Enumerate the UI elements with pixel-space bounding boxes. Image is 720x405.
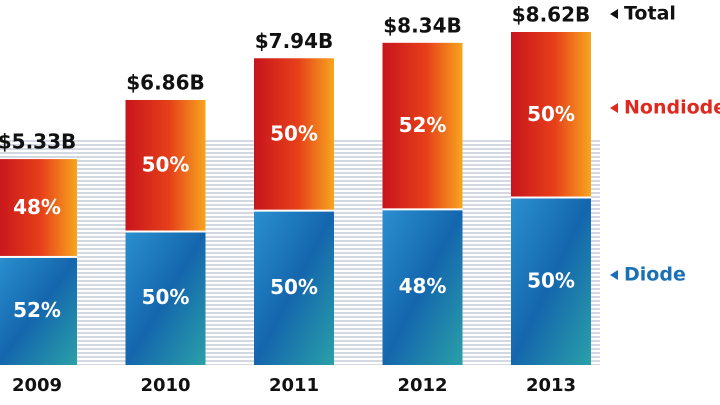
x-tick-label: 2012	[397, 375, 447, 396]
segment-label: 50%	[270, 121, 318, 145]
segment-label: 48%	[13, 195, 61, 219]
bar-segment	[382, 42, 463, 209]
total-label: $8.34B	[383, 13, 462, 37]
bar-segment	[254, 211, 334, 365]
bar-segment	[0, 159, 77, 256]
bar-segment	[511, 32, 591, 197]
legend-label: Total	[624, 3, 676, 25]
segment-label: 50%	[270, 275, 318, 299]
bar-segment	[511, 198, 591, 365]
segment-label: 50%	[142, 285, 190, 309]
legend-arrow	[610, 270, 618, 280]
legend-arrow	[610, 9, 618, 19]
bar-segment	[0, 257, 77, 365]
bar-segment	[382, 210, 463, 365]
segment-label: 52%	[399, 113, 447, 137]
x-tick-label: 2010	[140, 375, 190, 396]
x-tick-label: 2013	[526, 375, 576, 396]
total-label: $6.86B	[126, 70, 205, 94]
bar-segment	[125, 232, 206, 365]
total-label: $5.33B	[0, 130, 76, 154]
segment-label: 50%	[142, 153, 190, 177]
segment-label: 48%	[399, 274, 447, 298]
segment-label: 50%	[527, 268, 575, 292]
x-tick-label: 2009	[12, 375, 62, 396]
legend-label: Diode	[624, 264, 686, 286]
x-tick-label: 2011	[269, 375, 319, 396]
total-label: $7.94B	[255, 29, 334, 53]
legend-arrow	[610, 103, 618, 113]
bar-segment	[125, 99, 206, 231]
segment-label: 50%	[527, 102, 575, 126]
legend-label: Nondiode	[624, 97, 720, 119]
segment-label: 52%	[13, 298, 61, 322]
bar-segment	[254, 58, 334, 210]
total-label: $8.62B	[512, 3, 591, 27]
